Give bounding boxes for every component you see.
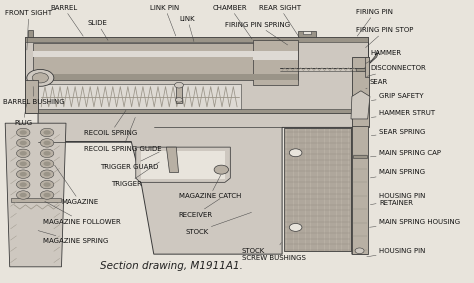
Circle shape	[40, 160, 54, 168]
Circle shape	[17, 160, 30, 168]
Text: SEAR: SEAR	[366, 79, 388, 89]
Polygon shape	[253, 40, 298, 85]
Polygon shape	[136, 147, 230, 182]
Text: REAR SIGHT: REAR SIGHT	[259, 5, 301, 38]
Circle shape	[44, 162, 51, 166]
Polygon shape	[33, 74, 298, 80]
Text: CHAMBER: CHAMBER	[213, 5, 252, 39]
Text: MAIN SPRING HOUSING: MAIN SPRING HOUSING	[370, 219, 460, 227]
Circle shape	[44, 141, 51, 145]
Polygon shape	[352, 126, 368, 254]
Text: STOCK
SCREW BUSHINGS: STOCK SCREW BUSHINGS	[242, 243, 305, 261]
Circle shape	[19, 172, 27, 176]
Circle shape	[44, 151, 51, 156]
Polygon shape	[365, 57, 369, 77]
Polygon shape	[10, 198, 61, 202]
Circle shape	[40, 170, 54, 178]
Polygon shape	[5, 123, 66, 267]
Circle shape	[19, 193, 27, 197]
Polygon shape	[365, 52, 379, 71]
Polygon shape	[351, 91, 370, 119]
Circle shape	[19, 162, 27, 166]
Polygon shape	[38, 113, 368, 254]
Polygon shape	[253, 52, 298, 60]
Text: HOUSING PIN
RETAINER: HOUSING PIN RETAINER	[370, 193, 425, 206]
Text: FIRING PIN: FIRING PIN	[356, 9, 393, 36]
Polygon shape	[141, 151, 225, 179]
Circle shape	[355, 248, 364, 254]
Circle shape	[40, 180, 54, 189]
Text: STOCK: STOCK	[185, 212, 252, 235]
Text: RECEIVER: RECEIVER	[179, 199, 220, 218]
Circle shape	[44, 182, 51, 187]
Circle shape	[40, 139, 54, 147]
Text: FRONT SIGHT: FRONT SIGHT	[5, 10, 52, 50]
Circle shape	[19, 130, 27, 135]
Text: RECOIL SPRING GUIDE: RECOIL SPRING GUIDE	[84, 117, 162, 151]
Text: MAIN SPRING: MAIN SPRING	[370, 170, 425, 178]
Text: RECOIL SPRING: RECOIL SPRING	[84, 110, 137, 136]
Text: LINK: LINK	[180, 16, 195, 42]
Text: PLUG: PLUG	[14, 104, 32, 126]
Polygon shape	[26, 109, 368, 113]
Circle shape	[40, 128, 54, 137]
Circle shape	[19, 182, 27, 187]
Text: SLIDE: SLIDE	[88, 20, 108, 40]
Circle shape	[174, 82, 183, 88]
Circle shape	[44, 172, 51, 176]
Circle shape	[17, 128, 30, 137]
Polygon shape	[284, 128, 351, 251]
Polygon shape	[352, 57, 369, 127]
Circle shape	[32, 73, 48, 83]
Polygon shape	[26, 37, 368, 113]
Text: LINK PIN: LINK PIN	[150, 5, 180, 36]
Polygon shape	[166, 147, 179, 172]
Polygon shape	[33, 43, 298, 80]
Bar	[303, 31, 311, 34]
Text: TRIGGER: TRIGGER	[111, 162, 159, 187]
Text: MAGAZINE SPRING: MAGAZINE SPRING	[38, 231, 109, 245]
Circle shape	[44, 130, 51, 135]
Circle shape	[17, 139, 30, 147]
Circle shape	[40, 191, 54, 199]
Text: MAIN SPRING CAP: MAIN SPRING CAP	[370, 150, 441, 157]
Circle shape	[19, 151, 27, 156]
Text: MAGAZINE: MAGAZINE	[55, 165, 99, 205]
Circle shape	[17, 191, 30, 199]
Bar	[353, 155, 367, 158]
Polygon shape	[298, 31, 316, 37]
Circle shape	[175, 98, 182, 102]
Text: GRIP SAFETY: GRIP SAFETY	[371, 93, 424, 100]
Text: TRIGGER GUARD: TRIGGER GUARD	[100, 152, 159, 170]
Text: MAGAZINE CATCH: MAGAZINE CATCH	[179, 175, 241, 200]
Bar	[356, 68, 365, 70]
Text: DISCONNECTOR: DISCONNECTOR	[367, 65, 426, 76]
Circle shape	[289, 149, 302, 157]
Text: BARREL BUSHING: BARREL BUSHING	[3, 87, 64, 105]
Circle shape	[17, 170, 30, 178]
Text: FIRING PIN STOP: FIRING PIN STOP	[356, 27, 414, 48]
Polygon shape	[27, 30, 33, 37]
Circle shape	[40, 149, 54, 158]
Polygon shape	[33, 52, 298, 57]
Circle shape	[19, 141, 27, 145]
Text: FIRING PIN SPRING: FIRING PIN SPRING	[225, 22, 290, 45]
Text: SEAR SPRING: SEAR SPRING	[371, 129, 425, 136]
Text: MAGAZINE FOLLOWER: MAGAZINE FOLLOWER	[44, 201, 121, 225]
Circle shape	[17, 149, 30, 158]
Text: BARREL: BARREL	[50, 5, 83, 36]
Bar	[38, 84, 241, 109]
Text: HAMMER: HAMMER	[366, 50, 401, 63]
Circle shape	[17, 180, 30, 189]
Bar	[176, 85, 182, 103]
Polygon shape	[26, 80, 38, 113]
Circle shape	[44, 193, 51, 197]
Circle shape	[214, 165, 228, 174]
Text: Section drawing, M1911A1.: Section drawing, M1911A1.	[100, 261, 243, 271]
Text: HAMMER STRUT: HAMMER STRUT	[371, 110, 435, 117]
Polygon shape	[26, 37, 368, 42]
Circle shape	[27, 69, 54, 86]
Text: HOUSING PIN: HOUSING PIN	[367, 248, 425, 257]
Circle shape	[289, 224, 302, 231]
